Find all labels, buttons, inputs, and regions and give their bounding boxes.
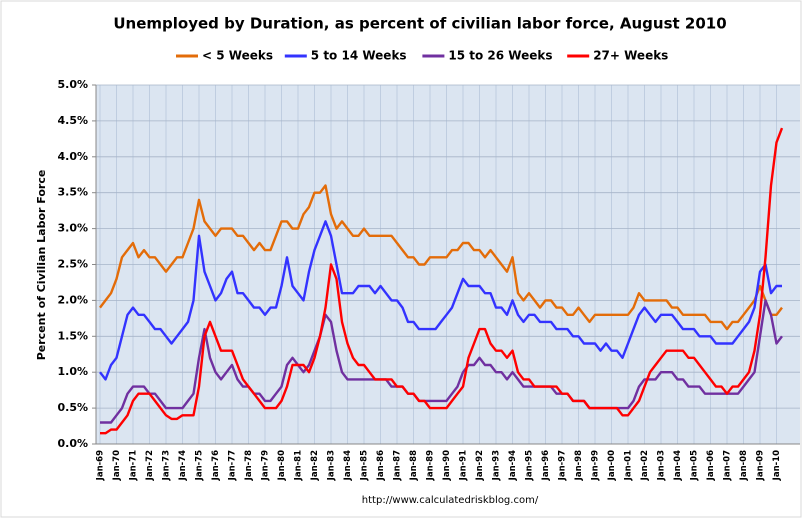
x-tick-label: Jan-74: [178, 450, 188, 481]
x-tick-label: Jan-78: [244, 450, 254, 481]
legend-label: 15 to 26 Weeks: [448, 49, 552, 63]
y-tick-label: 4.0%: [57, 150, 88, 163]
legend-label: 27+ Weeks: [593, 49, 668, 63]
x-tick-label: Jan-71: [129, 450, 139, 481]
x-tick-label: Jan-73: [162, 450, 172, 481]
x-tick-label: Jan-81: [294, 450, 304, 481]
x-tick-label: Jan-91: [459, 450, 469, 481]
y-tick-label: 3.5%: [57, 186, 88, 199]
x-tick-label: Jan-70: [112, 450, 122, 481]
x-tick-label: Jan-97: [558, 450, 568, 481]
y-tick-label: 3.0%: [57, 222, 88, 235]
series-line: [100, 127, 784, 435]
x-tick-label: Jan-07: [723, 450, 733, 481]
x-tick-label: Jan-96: [541, 450, 551, 481]
x-tick-label: Jan-82: [310, 450, 320, 481]
x-tick-label: Jan-05: [690, 450, 700, 481]
y-tick-label: 1.0%: [57, 365, 88, 378]
x-tick-label: Jan-93: [492, 450, 502, 481]
x-tick-label: Jan-90: [442, 450, 452, 481]
x-tick-label: Jan-10: [772, 450, 782, 481]
x-tick-label: Jan-94: [508, 450, 518, 481]
series-line: [99, 220, 782, 381]
y-tick-label: 2.5%: [57, 258, 88, 271]
x-tick-label: Jan-98: [574, 450, 584, 481]
x-tick-label: Jan-03: [657, 450, 667, 481]
x-tick-label: Jan-89: [426, 450, 436, 481]
x-tick-label: Jan-04: [673, 450, 683, 481]
y-tick-label: 2.0%: [57, 293, 88, 306]
x-tick-label: Jan-08: [739, 450, 749, 481]
x-tick-label: Jan-92: [475, 450, 485, 481]
x-tick-label: Jan-01: [624, 450, 634, 481]
x-tick-label: Jan-88: [409, 450, 419, 481]
x-tick-label: Jan-09: [756, 450, 766, 481]
series-line: [99, 184, 783, 331]
legend-label: < 5 Weeks: [202, 49, 273, 63]
x-tick-label: Jan-06: [706, 450, 716, 481]
y-tick-label: 4.5%: [57, 114, 88, 127]
series-line: [100, 299, 783, 424]
y-tick-label: 1.5%: [57, 329, 88, 342]
x-tick-label: Jan-76: [211, 450, 221, 481]
x-tick-label: Jan-02: [640, 450, 650, 481]
x-tick-label: Jan-75: [195, 450, 205, 481]
chart-title: Unemployed by Duration, as percent of ci…: [113, 15, 726, 33]
x-tick-label: Jan-85: [360, 450, 370, 481]
x-tick-label: Jan-00: [607, 450, 617, 481]
y-axis-label: Percent of Civilian Labor Force: [35, 170, 48, 361]
x-tick-label: Jan-83: [327, 450, 337, 481]
x-tick-label: Jan-87: [393, 450, 403, 481]
x-tick-label: Jan-69: [96, 450, 106, 481]
x-tick-label: Jan-80: [277, 450, 287, 481]
x-tick-label: Jan-84: [343, 450, 353, 481]
x-tick-label: Jan-72: [145, 450, 155, 481]
x-tick-label: Jan-79: [261, 450, 271, 481]
source-footer: http://www.calculatedriskblog.com/: [362, 495, 539, 506]
y-tick-label: 5.0%: [57, 78, 88, 91]
legend-label: 5 to 14 Weeks: [311, 49, 407, 63]
x-tick-label: Jan-77: [228, 450, 238, 481]
x-tick-label: Jan-99: [591, 450, 601, 481]
x-tick-label: Jan-95: [525, 450, 535, 481]
x-tick-label: Jan-86: [376, 450, 386, 481]
y-tick-label: 0.5%: [57, 401, 88, 414]
y-tick-label: 0.0%: [57, 437, 88, 450]
